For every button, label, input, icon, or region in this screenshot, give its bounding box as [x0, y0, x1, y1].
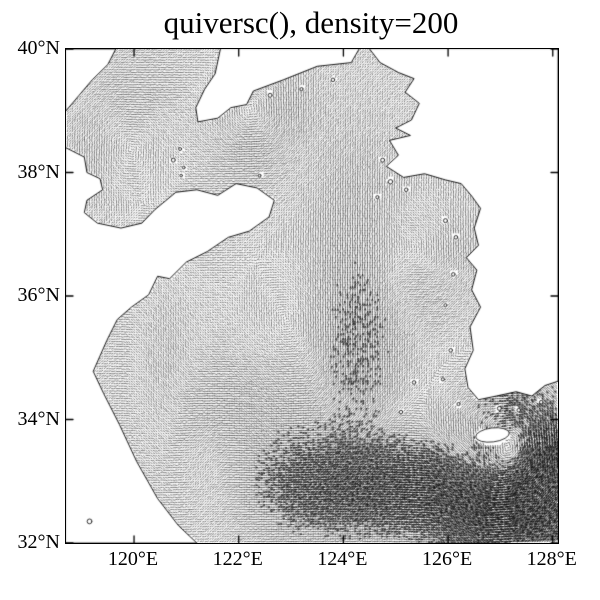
y-tick-label: 34°N — [17, 407, 60, 430]
plot-area — [65, 48, 559, 544]
y-tick-label: 40°N — [17, 37, 60, 59]
y-tick-label: 32°N — [17, 531, 60, 553]
quiver-canvas — [66, 49, 558, 543]
y-tick-label: 38°N — [17, 160, 60, 183]
x-tick-label: 120°E — [107, 548, 159, 570]
chart-title: quiversc(), density=200 — [163, 5, 459, 40]
x-tick-label: 126°E — [421, 548, 473, 570]
x-tick-label: 122°E — [212, 548, 263, 570]
x-tick-label: 128°E — [526, 548, 577, 570]
x-tick-label: 124°E — [317, 548, 368, 570]
y-tick-label: 36°N — [17, 284, 60, 306]
